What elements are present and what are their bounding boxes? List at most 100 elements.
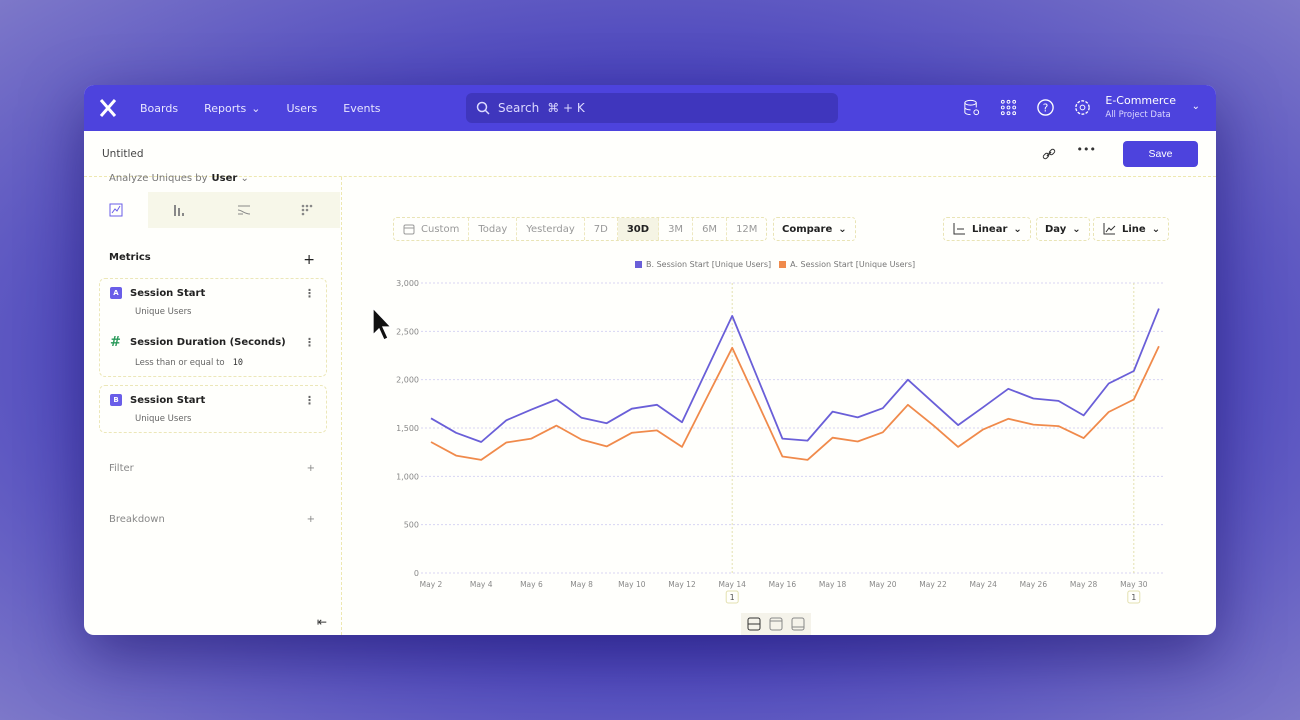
line-chart-icon xyxy=(109,203,123,217)
range-30d[interactable]: 30D xyxy=(617,218,660,240)
range-6m[interactable]: 6M xyxy=(693,218,728,240)
bar-chart-icon xyxy=(174,205,184,216)
range-today[interactable]: Today xyxy=(469,218,518,240)
y-tick-label: 1,500 xyxy=(396,424,419,433)
chevron-down-icon[interactable]: ⌄ xyxy=(1191,101,1200,112)
x-tick-label: May 24 xyxy=(969,580,997,589)
y-tick-label: 0 xyxy=(414,569,419,578)
tab-funnels[interactable] xyxy=(148,192,212,228)
x-tick-label: May 18 xyxy=(819,580,847,589)
nav-users[interactable]: Users xyxy=(286,101,318,115)
add-breakdown-button[interactable]: + xyxy=(306,514,315,525)
tab-retention[interactable] xyxy=(276,192,340,228)
chevron-down-icon: ⌄ xyxy=(1013,223,1022,235)
save-button[interactable]: Save xyxy=(1123,141,1198,167)
metrics-section: Metrics + xyxy=(109,252,315,268)
metrics-label: Metrics xyxy=(109,252,151,263)
line-chart-icon xyxy=(1103,223,1116,235)
hash-icon: # xyxy=(110,335,121,350)
x-tick-label: May 14 xyxy=(718,580,746,589)
analyze-label: Analyze Uniques by xyxy=(109,173,208,184)
collapse-panel-icon[interactable]: ⇤ xyxy=(316,615,327,629)
date-range-selector: Custom Today Yesterday 7D 30D 3M 6M 12M xyxy=(393,217,768,241)
layout-chart-icon[interactable] xyxy=(769,617,783,631)
layout-switcher xyxy=(741,613,811,635)
series-line-a xyxy=(430,345,1160,461)
chevron-down-icon: ⌄ xyxy=(1151,223,1161,235)
database-icon[interactable] xyxy=(962,98,981,117)
top-nav: Boards Reports ⌄ Users Events Search ⌘ + K… xyxy=(84,85,1216,131)
breakdown-label: Breakdown xyxy=(109,514,165,525)
logo-icon[interactable] xyxy=(98,98,118,118)
filter-property: Session Duration (Seconds) xyxy=(130,337,286,348)
report-type-tabs xyxy=(84,192,341,228)
search-input[interactable]: Search ⌘ + K xyxy=(466,93,838,123)
range-custom-label: Custom xyxy=(421,223,460,235)
annotation-marker xyxy=(1127,590,1141,604)
filter-label: Filter xyxy=(109,463,134,474)
apps-grid-icon[interactable] xyxy=(999,98,1018,117)
y-tick-label: 1,000 xyxy=(396,472,419,481)
interval-label: Day xyxy=(1045,223,1067,235)
chart-type-dropdown[interactable]: Line ⌄ xyxy=(1093,217,1170,241)
project-selector[interactable]: E-Commerce All Project Data xyxy=(1105,94,1176,120)
more-button[interactable]: ••• xyxy=(1076,143,1096,156)
layout-table-icon[interactable] xyxy=(791,617,805,631)
kebab-menu-icon[interactable]: ⋮ xyxy=(304,286,315,300)
scale-label: Linear xyxy=(972,223,1008,235)
report-header: Untitled ••• Save xyxy=(84,131,1216,177)
metric-badge: B xyxy=(110,394,122,406)
y-tick-label: 500 xyxy=(404,521,419,530)
tab-flows[interactable] xyxy=(212,192,276,228)
kebab-menu-icon[interactable]: ⋮ xyxy=(304,336,315,349)
metric-card-b[interactable]: B Session Start ⋮ Unique Users xyxy=(99,385,327,433)
filter-value[interactable]: 10 xyxy=(232,358,243,368)
legend-item-a[interactable]: A. Session Start [Unique Users] xyxy=(779,260,915,269)
range-yesterday[interactable]: Yesterday xyxy=(517,218,585,240)
tab-insights[interactable] xyxy=(84,192,148,228)
x-tick-label: May 26 xyxy=(1020,580,1048,589)
x-tick-label: May 8 xyxy=(570,580,593,589)
interval-dropdown[interactable]: Day ⌄ xyxy=(1036,217,1090,241)
settings-icon[interactable] xyxy=(1073,98,1092,117)
scale-dropdown[interactable]: Linear ⌄ xyxy=(943,217,1031,241)
compare-label: Compare xyxy=(782,223,833,235)
range-7d[interactable]: 7D xyxy=(585,218,618,240)
range-12m[interactable]: 12M xyxy=(736,223,758,235)
range-3m[interactable]: 3M xyxy=(659,218,694,240)
metric-name: Session Start xyxy=(130,287,206,299)
filter-operator: Less than or equal to xyxy=(135,358,225,368)
legend-label: B. Session Start [Unique Users] xyxy=(646,260,772,269)
annotation-label: 1 xyxy=(730,593,735,602)
add-filter-button[interactable]: + xyxy=(306,463,315,474)
metric-card-a[interactable]: A Session Start ⋮ Unique Users # Session Du… xyxy=(99,278,327,377)
compare-dropdown[interactable]: Compare ⌄ xyxy=(773,217,856,241)
range-custom[interactable]: Custom xyxy=(394,218,470,240)
calendar-icon xyxy=(403,224,415,235)
nav-events[interactable]: Events xyxy=(343,101,381,115)
breakdown-section: Breakdown + xyxy=(109,514,315,525)
annotation-label: 1 xyxy=(1131,593,1136,602)
y-tick-label: 2,000 xyxy=(396,376,419,385)
metric-desc: Unique Users xyxy=(135,307,192,317)
add-metric-button[interactable]: + xyxy=(303,252,315,268)
report-title[interactable]: Untitled xyxy=(102,147,144,160)
legend-item-b[interactable]: B. Session Start [Unique Users] xyxy=(635,260,771,269)
link-icon[interactable] xyxy=(1042,147,1056,161)
kebab-menu-icon[interactable]: ⋮ xyxy=(304,393,315,407)
x-tick-label: May 6 xyxy=(520,580,543,589)
mouse-cursor xyxy=(372,307,393,341)
retention-icon xyxy=(301,204,313,216)
x-tick-label: May 20 xyxy=(869,580,897,589)
metric-name: Session Start xyxy=(130,394,206,406)
svg-text:?: ? xyxy=(1043,102,1049,114)
help-icon[interactable]: ? xyxy=(1036,98,1055,117)
nav-boards[interactable]: Boards xyxy=(140,101,179,115)
layout-split-icon[interactable] xyxy=(747,617,761,631)
y-tick-label: 3,000 xyxy=(396,279,419,288)
analyze-by[interactable]: Analyze Uniques by User ⌄ xyxy=(109,173,249,184)
x-tick-label: May 30 xyxy=(1120,580,1148,589)
chevron-down-icon: ⌄ xyxy=(1072,223,1081,235)
metric-badge: A xyxy=(110,287,122,299)
nav-reports[interactable]: Reports ⌄ xyxy=(204,102,260,115)
